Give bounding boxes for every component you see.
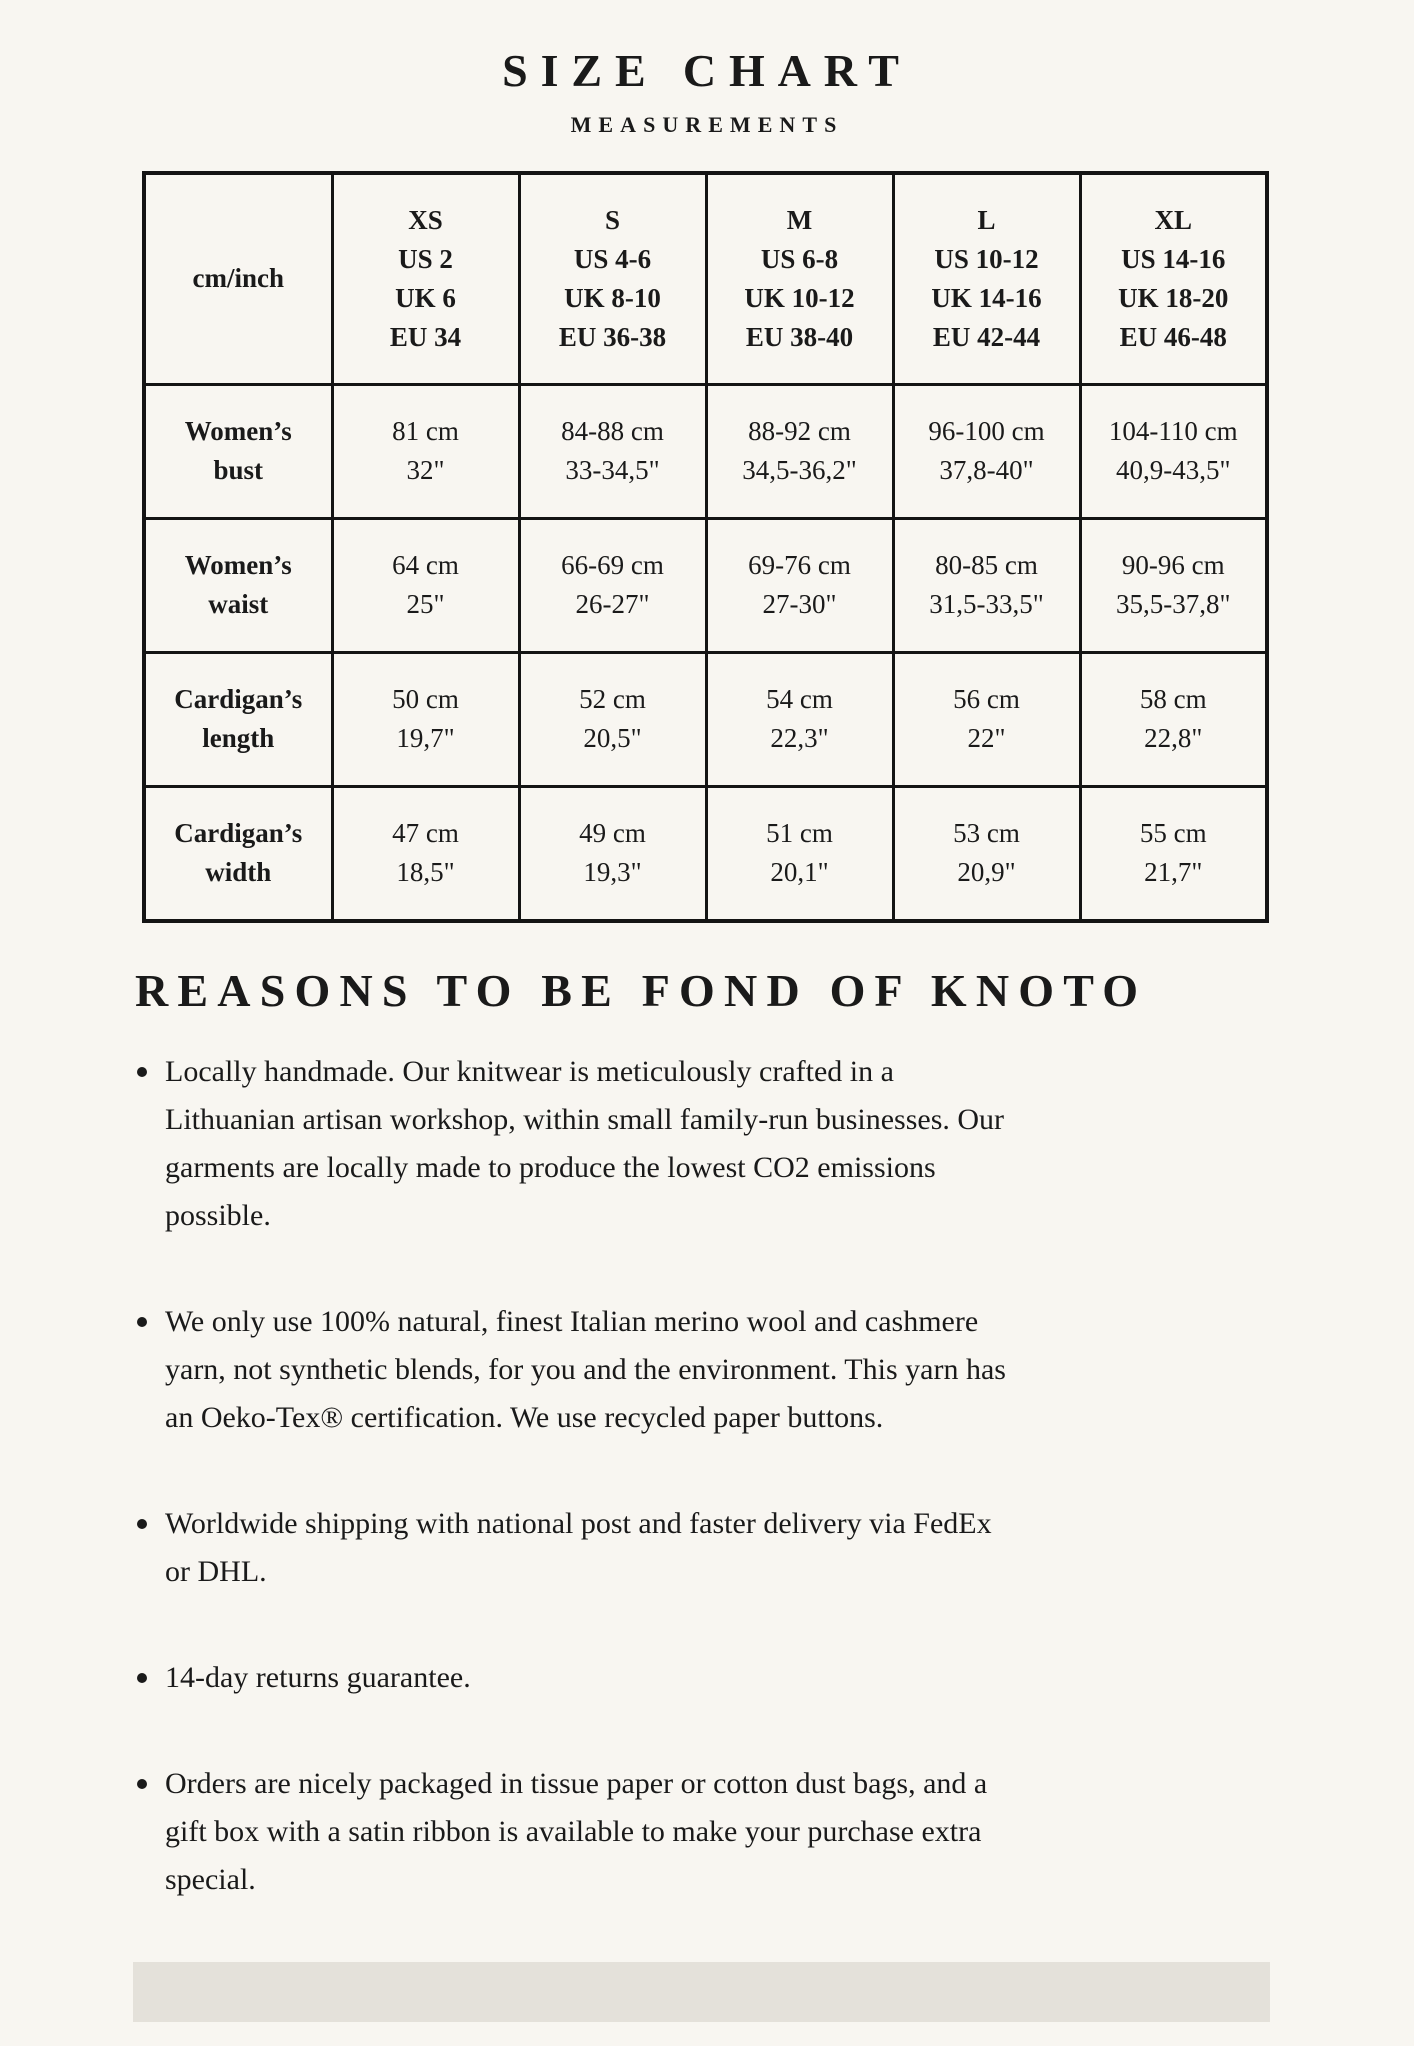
page-subtitle: MEASUREMENTS (570, 111, 844, 137)
bullet-icon (137, 1778, 147, 1789)
bullet-icon (137, 1672, 147, 1683)
size-chart-table: cm/inch XS US 2 UK 6 EU 34 S US 4-6 UK 8… (142, 170, 1269, 923)
list-item-natural-yarn: We only use 100% natural, finest Italian… (135, 1298, 1295, 1442)
cell-width-xs: 47 cm 18,5" (330, 784, 521, 923)
table-header-row: cm/inch XS US 2 UK 6 EU 34 S US 4-6 UK 8… (142, 171, 1269, 386)
page-title: SIZE CHART (502, 45, 912, 96)
cell-width-m: 51 cm 20,1" (704, 784, 895, 923)
cell-waist-xs: 64 cm 25" (330, 516, 521, 654)
cell-waist-xl: 90-96 cm 35,5-37,8" (1078, 516, 1269, 654)
cell-length-xs: 50 cm 19,7" (330, 650, 521, 788)
list-item-text: We only use 100% natural, finest Italian… (165, 1304, 1006, 1434)
list-item-text: 14-day returns guarantee. (165, 1660, 471, 1694)
list-item-locally-handmade: Locally handmade. Our knitwear is meticu… (135, 1048, 1295, 1240)
cell-width-s: 49 cm 19,3" (517, 784, 708, 923)
cell-width-xl: 55 cm 21,7" (1078, 784, 1269, 923)
row-label-waist: Women’s waist (142, 516, 334, 654)
list-item-text: Worldwide shipping with national post an… (165, 1506, 992, 1588)
column-header-m: M US 6-8 UK 10-12 EU 38-40 (704, 171, 895, 386)
reasons-list: Locally handmade. Our knitwear is meticu… (135, 1048, 1295, 1904)
column-header-s: S US 4-6 UK 8-10 EU 36-38 (517, 171, 708, 386)
column-header-l: L US 10-12 UK 14-16 EU 42-44 (891, 171, 1082, 386)
cell-waist-m: 69-76 cm 27-30" (704, 516, 895, 654)
bullet-icon (137, 1518, 147, 1529)
bullet-icon (137, 1066, 147, 1077)
cell-waist-l: 80-85 cm 31,5-33,5" (891, 516, 1082, 654)
list-item-text: Orders are nicely packaged in tissue pap… (165, 1766, 988, 1896)
cell-bust-m: 88-92 cm 34,5-36,2" (704, 382, 895, 520)
cell-width-l: 53 cm 20,9" (891, 784, 1082, 923)
cell-length-s: 52 cm 20,5" (517, 650, 708, 788)
table-row-length: Cardigan’s length 50 cm 19,7" 52 cm 20,5… (142, 650, 1269, 788)
list-item-packaging: Orders are nicely packaged in tissue pap… (135, 1760, 1295, 1904)
cell-bust-l: 96-100 cm 37,8-40" (891, 382, 1082, 520)
row-label-width: Cardigan’s width (142, 784, 334, 923)
bullet-icon (137, 1316, 147, 1327)
cell-bust-s: 84-88 cm 33-34,5" (517, 382, 708, 520)
table-row-bust: Women’s bust 81 cm 32" 84-88 cm 33-34,5"… (142, 382, 1269, 520)
table-row-waist: Women’s waist 64 cm 25" 66-69 cm 26-27" … (142, 516, 1269, 654)
cell-bust-xs: 81 cm 32" (330, 382, 521, 520)
list-item-text: Locally handmade. Our knitwear is meticu… (165, 1054, 1005, 1232)
reasons-heading: REASONS TO BE FOND OF KNOTO (135, 964, 1148, 1016)
cell-length-xl: 58 cm 22,8" (1078, 650, 1269, 788)
cell-length-m: 54 cm 22,3" (704, 650, 895, 788)
cell-waist-s: 66-69 cm 26-27" (517, 516, 708, 654)
row-label-bust: Women’s bust (142, 382, 334, 520)
bottom-section-divider (133, 1961, 1270, 2022)
cell-bust-xl: 104-110 cm 40,9-43,5" (1078, 382, 1269, 520)
unit-label-cell: cm/inch (142, 171, 334, 386)
cell-length-l: 56 cm 22" (891, 650, 1082, 788)
column-header-xl: XL US 14-16 UK 18-20 EU 46-48 (1078, 171, 1269, 386)
row-label-length: Cardigan’s length (142, 650, 334, 788)
list-item-returns-guarantee: 14-day returns guarantee. (135, 1654, 1295, 1702)
column-header-xs: XS US 2 UK 6 EU 34 (330, 171, 521, 386)
list-item-worldwide-shipping: Worldwide shipping with national post an… (135, 1500, 1295, 1596)
table-row-width: Cardigan’s width 47 cm 18,5" 49 cm 19,3"… (142, 784, 1269, 923)
